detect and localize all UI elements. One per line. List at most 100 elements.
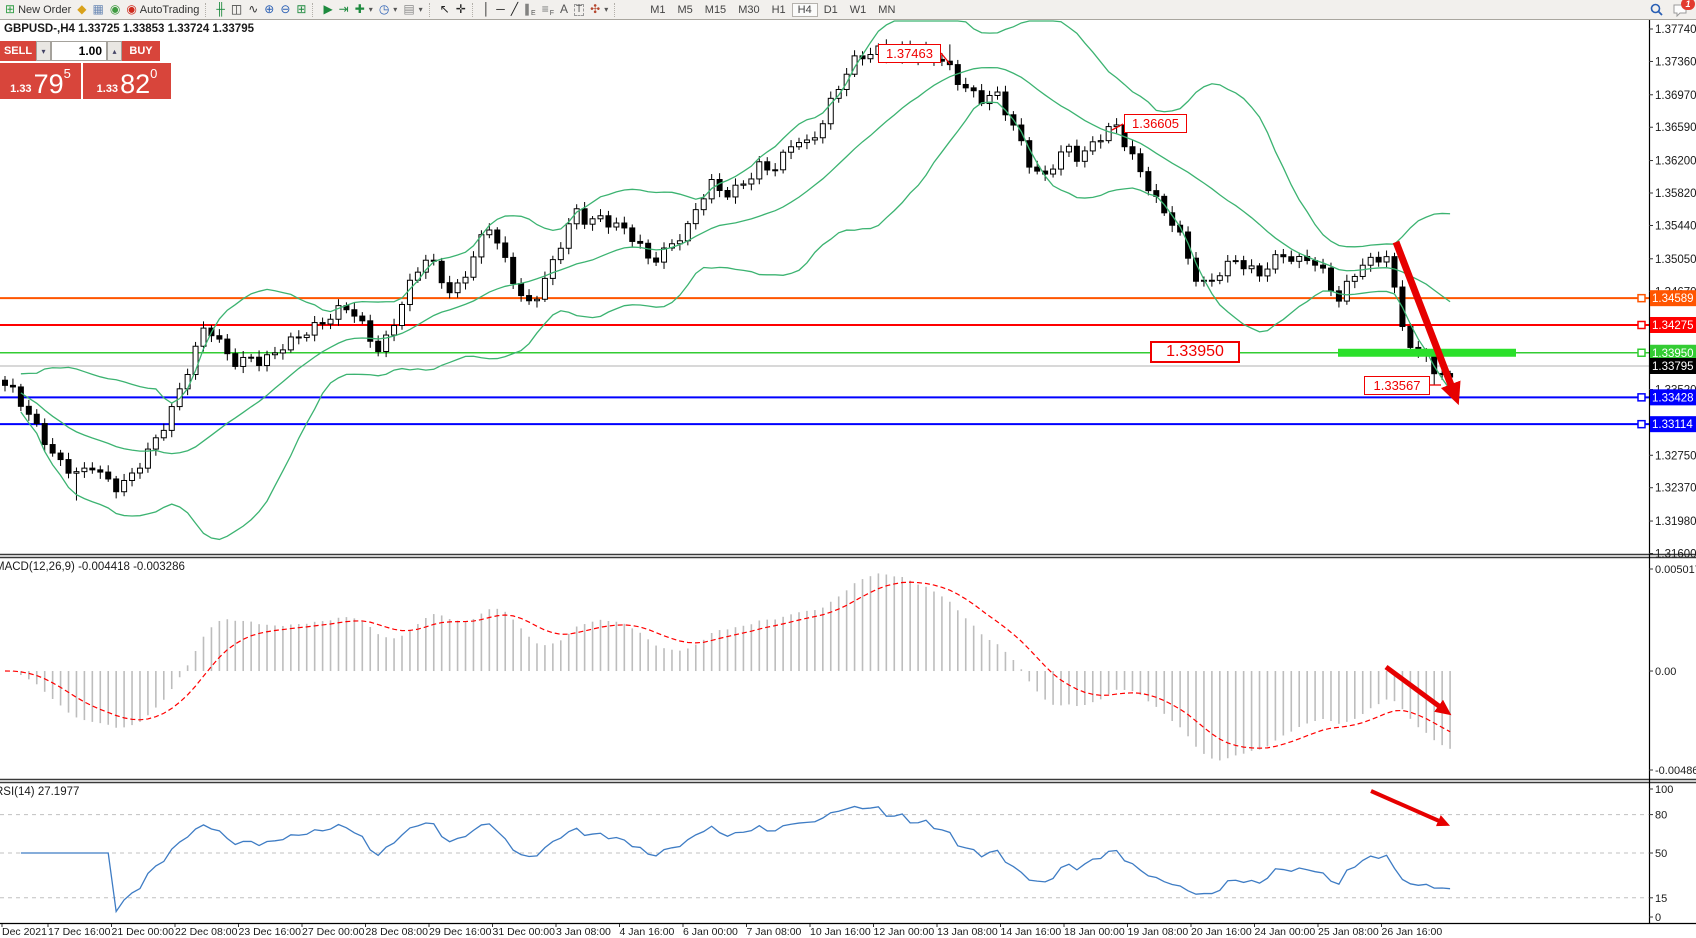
- timeframe-w1[interactable]: W1: [849, 3, 867, 16]
- zoom-out-icon[interactable]: ⊖: [277, 1, 293, 18]
- zoom-in-icon[interactable]: ⊕: [261, 1, 277, 18]
- svg-text:22 Dec 08:00: 22 Dec 08:00: [175, 926, 238, 938]
- svg-text:Dec 2021: Dec 2021: [2, 926, 47, 938]
- toolbar-separator: [428, 2, 434, 17]
- sell-button[interactable]: SELL: [0, 41, 36, 61]
- trade-controls-row: SELL ▾ ▴ BUY: [0, 41, 171, 61]
- support-zone-bar[interactable]: [1338, 348, 1516, 357]
- price-axis[interactable]: 1.37740 1.37360 1.36970 1.36590 1.36200 1.358…: [1637, 24, 1696, 561]
- text-label-icon[interactable]: T: [571, 1, 587, 18]
- templates-icon: ▤: [403, 2, 415, 16]
- svg-text:1.33428: 1.33428: [1652, 392, 1694, 404]
- sell-price-big: 79: [33, 69, 64, 99]
- buy-price-big: 82: [120, 69, 151, 99]
- data-window-icon[interactable]: ▦: [89, 1, 106, 18]
- candlestick-chart-icon: ◫: [230, 2, 243, 16]
- periods-icon-dropdown[interactable]: ▾: [393, 5, 398, 14]
- svg-text:31 Dec 00:00: 31 Dec 00:00: [493, 926, 556, 938]
- notification-badge: 1: [1681, 0, 1695, 10]
- indicators-icon: ✚: [354, 2, 365, 16]
- signals-icon[interactable]: ◉: [107, 1, 123, 18]
- toolbar: ⊞ New Order ◆ ▦ ◉ ◉ AutoTrading ╫ ◫ ∿ ⊕ ⊖ ⊞ ▶ ⇥ ✚ ▾ ◷ ▾ ▤ ▾ ↖…: [0, 0, 1696, 20]
- templates-icon-dropdown[interactable]: ▾: [418, 5, 423, 14]
- price-annotation-low[interactable]: 1.33567: [1364, 376, 1430, 395]
- buy-button[interactable]: BUY: [122, 41, 160, 61]
- timeframe-d1[interactable]: D1: [823, 3, 838, 16]
- data-window-icon: ▦: [92, 2, 104, 16]
- crosshair-icon[interactable]: ✛: [453, 1, 469, 18]
- panel-frames: [0, 20, 1696, 925]
- timeframe-h4[interactable]: H4: [791, 2, 818, 17]
- volume-increase-button[interactable]: ▴: [107, 41, 122, 61]
- fibonacci-icon[interactable]: ≡ F: [539, 1, 557, 18]
- trendline-icon[interactable]: ╱: [508, 1, 521, 18]
- price-annotation-high[interactable]: 1.37463: [878, 44, 941, 63]
- timeframe-h1[interactable]: H1: [771, 3, 786, 16]
- auto-scroll-icon[interactable]: ▶: [320, 1, 335, 18]
- svg-text:100: 100: [1655, 784, 1673, 796]
- cursor-icon[interactable]: ↖: [437, 1, 453, 18]
- svg-text:1.35820: 1.35820: [1655, 188, 1696, 200]
- volume-decrease-button[interactable]: ▾: [36, 41, 51, 61]
- svg-text:4 Jan 16:00: 4 Jan 16:00: [620, 926, 675, 938]
- market-watch-icon[interactable]: ◆: [74, 1, 89, 18]
- timeframe-mn[interactable]: MN: [878, 3, 896, 16]
- equidistant-channel-icon-sub: E: [531, 10, 536, 17]
- indicators-icon[interactable]: ✚ ▾: [352, 1, 376, 18]
- toolbar-separator: [614, 2, 619, 17]
- notifications-icon[interactable]: 1: [1673, 0, 1695, 17]
- periods-icon[interactable]: ◷ ▾: [376, 1, 401, 18]
- timeframe-m1[interactable]: M1: [650, 3, 666, 16]
- svg-text:1.34275: 1.34275: [1652, 320, 1694, 332]
- equidistant-channel-icon[interactable]: ∥ E: [521, 1, 539, 18]
- svg-text:1.34589: 1.34589: [1652, 293, 1694, 305]
- vertical-line-icon[interactable]: │: [480, 1, 494, 18]
- bollinger-bands: [20, 20, 1451, 541]
- arrows-tool-icon-dropdown[interactable]: ▾: [604, 5, 609, 14]
- timeframe-m5[interactable]: M5: [677, 3, 693, 16]
- svg-text:1.36590: 1.36590: [1655, 122, 1696, 134]
- time-axis[interactable]: Dec 2021 17 Dec 16:00 21 Dec 00:00 22 Dec 0…: [1, 924, 1442, 938]
- crosshair-icon: ✛: [455, 2, 466, 16]
- zoom-out-icon: ⊖: [280, 2, 291, 16]
- buy-price-box[interactable]: 1.33 82 0: [83, 63, 171, 99]
- indicators-icon-dropdown[interactable]: ▾: [368, 5, 373, 14]
- toolbar-separator: [205, 2, 210, 17]
- price-annotation-level[interactable]: 1.33950: [1150, 341, 1240, 363]
- candlestick-chart-icon[interactable]: ◫: [228, 1, 245, 18]
- text-icon[interactable]: A: [557, 1, 571, 18]
- chart-shift-icon[interactable]: ⇥: [336, 1, 352, 18]
- sell-price-box[interactable]: 1.33 79 5: [0, 63, 81, 99]
- sell-price-sup: 5: [63, 66, 71, 81]
- text-label-icon: T: [574, 3, 585, 16]
- trade-price-row: 1.33 79 5 1.33 82 0: [0, 63, 171, 99]
- zoom-in-icon: ⊕: [264, 2, 275, 16]
- volume-input[interactable]: [51, 41, 107, 61]
- autotrading-button[interactable]: ◉ AutoTrading: [123, 1, 202, 18]
- svg-text:23 Dec 16:00: 23 Dec 16:00: [239, 926, 302, 938]
- bar-chart-icon[interactable]: ╫: [213, 1, 228, 18]
- search-icon[interactable]: [1650, 3, 1663, 16]
- trend-arrows[interactable]: [1370, 240, 1461, 827]
- fibonacci-icon: ≡: [541, 2, 549, 16]
- macd-label: MACD(12,26,9) -0.004418 -0.003286: [0, 561, 185, 573]
- svg-text:0.005017: 0.005017: [1655, 564, 1696, 576]
- line-chart-icon[interactable]: ∿: [245, 1, 261, 18]
- tile-windows-icon[interactable]: ⊞: [293, 1, 309, 18]
- new-order-button-label: New Order: [18, 3, 72, 16]
- templates-icon[interactable]: ▤ ▾: [400, 1, 425, 18]
- price-annotation-swing[interactable]: 1.36605: [1124, 114, 1187, 133]
- macd-panel: 0.005017 0.00 -0.004867: [4, 564, 1696, 777]
- new-order-button[interactable]: ⊞ New Order: [2, 1, 74, 18]
- svg-text:50: 50: [1655, 848, 1667, 860]
- equidistant-channel-icon: ∥: [524, 2, 531, 16]
- toolbar-separator: [471, 2, 477, 17]
- svg-text:20 Jan 16:00: 20 Jan 16:00: [1191, 926, 1252, 938]
- svg-text:12 Jan 00:00: 12 Jan 00:00: [874, 926, 935, 938]
- timeframe-m15[interactable]: M15: [704, 3, 727, 16]
- timeframe-m30[interactable]: M30: [738, 3, 760, 16]
- arrows-tool-icon[interactable]: ✣ ▾: [587, 1, 611, 18]
- horizontal-line-icon[interactable]: ─: [493, 1, 508, 18]
